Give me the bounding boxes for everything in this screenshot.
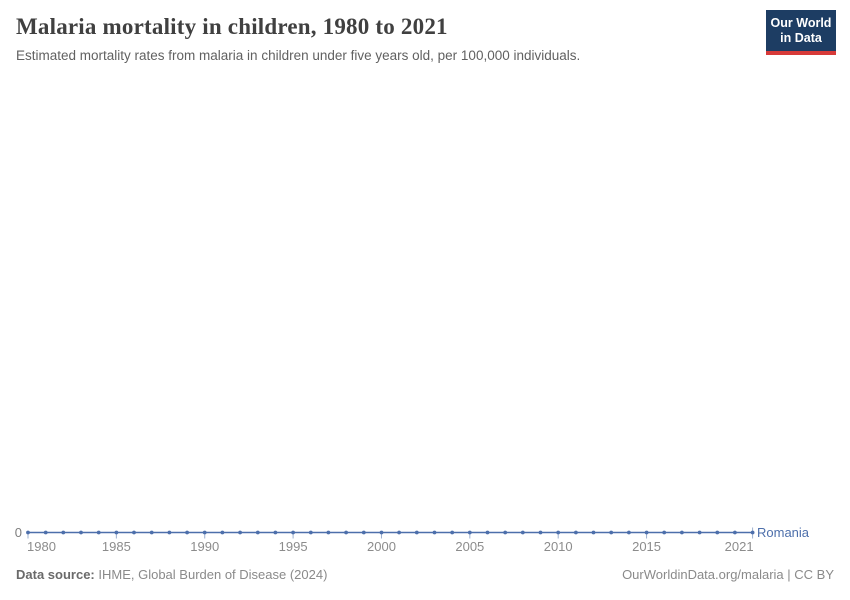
chart-footer: Data source: IHME, Global Burden of Dise… xyxy=(16,567,834,583)
x-tick-label: 1985 xyxy=(102,539,131,554)
data-point-1982[interactable] xyxy=(61,530,66,535)
data-source-label: Data source: xyxy=(16,567,95,582)
data-point-1999[interactable] xyxy=(361,530,366,535)
data-point-2009[interactable] xyxy=(538,530,543,535)
data-point-1998[interactable] xyxy=(344,530,348,535)
data-point-2018[interactable] xyxy=(697,530,702,535)
chart-subtitle: Estimated mortality rates from malaria i… xyxy=(16,48,581,63)
data-point-2008[interactable] xyxy=(520,530,525,535)
x-tick-label: 2000 xyxy=(367,539,396,554)
data-point-1990[interactable] xyxy=(202,530,207,535)
x-tick-label: 2021 xyxy=(725,539,754,554)
x-tick-label: 2005 xyxy=(455,539,484,554)
data-point-2006[interactable] xyxy=(485,530,490,535)
data-point-1994[interactable] xyxy=(273,530,278,535)
data-point-1986[interactable] xyxy=(132,530,136,535)
data-point-1983[interactable] xyxy=(79,530,83,535)
data-point-2019[interactable] xyxy=(715,530,720,535)
data-source: Data source: IHME, Global Burden of Dise… xyxy=(16,567,327,583)
data-point-2017[interactable] xyxy=(680,530,684,535)
x-tick-label: 2015 xyxy=(632,539,661,554)
data-point-2012[interactable] xyxy=(591,530,596,535)
data-point-2010[interactable] xyxy=(556,530,561,535)
data-point-2007[interactable] xyxy=(503,530,508,535)
data-point-1985[interactable] xyxy=(114,530,119,535)
data-point-2014[interactable] xyxy=(627,530,631,535)
data-point-1980[interactable] xyxy=(26,530,30,535)
x-tick-label: 1980 xyxy=(27,539,56,554)
data-point-2016[interactable] xyxy=(662,530,667,535)
data-point-2020[interactable] xyxy=(733,530,737,535)
x-tick-label: 1995 xyxy=(279,539,308,554)
data-point-2013[interactable] xyxy=(609,530,614,535)
data-point-1991[interactable] xyxy=(220,530,225,535)
owid-logo-line2: in Data xyxy=(780,31,822,45)
data-point-1984[interactable] xyxy=(96,530,101,535)
owid-logo[interactable]: Our World in Data xyxy=(766,10,836,55)
chart-header: Malaria mortality in children, 1980 to 2… xyxy=(16,12,750,64)
data-point-2002[interactable] xyxy=(414,530,419,535)
owid-logo-line1: Our World xyxy=(770,16,832,30)
data-point-2004[interactable] xyxy=(450,530,455,535)
data-point-2011[interactable] xyxy=(574,530,578,535)
data-point-1995[interactable] xyxy=(291,530,295,535)
data-point-1981[interactable] xyxy=(43,530,48,535)
data-point-2003[interactable] xyxy=(432,530,437,535)
data-point-1987[interactable] xyxy=(149,530,154,535)
x-tick-label: 2010 xyxy=(544,539,573,554)
data-point-1989[interactable] xyxy=(185,530,190,535)
data-point-2001[interactable] xyxy=(397,530,401,535)
data-point-1993[interactable] xyxy=(255,530,260,535)
data-point-1997[interactable] xyxy=(326,530,331,535)
data-point-2015[interactable] xyxy=(644,530,649,535)
x-tick-label: 1990 xyxy=(190,539,219,554)
data-point-1996[interactable] xyxy=(308,530,313,535)
line-chart-canvas[interactable]: 1980 1985 1990 1995 2000 2005 2010 2015 2021 0 Rom… xyxy=(0,80,850,558)
y-axis-zero-label: 0 xyxy=(15,525,22,540)
data-point-1988[interactable] xyxy=(167,530,172,535)
attribution-link[interactable]: OurWorldinData.org/malaria | CC BY xyxy=(622,567,834,582)
data-point-1992[interactable] xyxy=(238,530,243,535)
data-source-value: IHME, Global Burden of Disease (2024) xyxy=(98,567,328,582)
data-point-2000[interactable] xyxy=(379,530,384,535)
entity-label[interactable]: Romania xyxy=(757,525,810,540)
data-point-2021[interactable] xyxy=(750,530,755,535)
page-title: Malaria mortality in children, 1980 to 2… xyxy=(16,14,448,39)
data-point-2005[interactable] xyxy=(467,530,472,535)
